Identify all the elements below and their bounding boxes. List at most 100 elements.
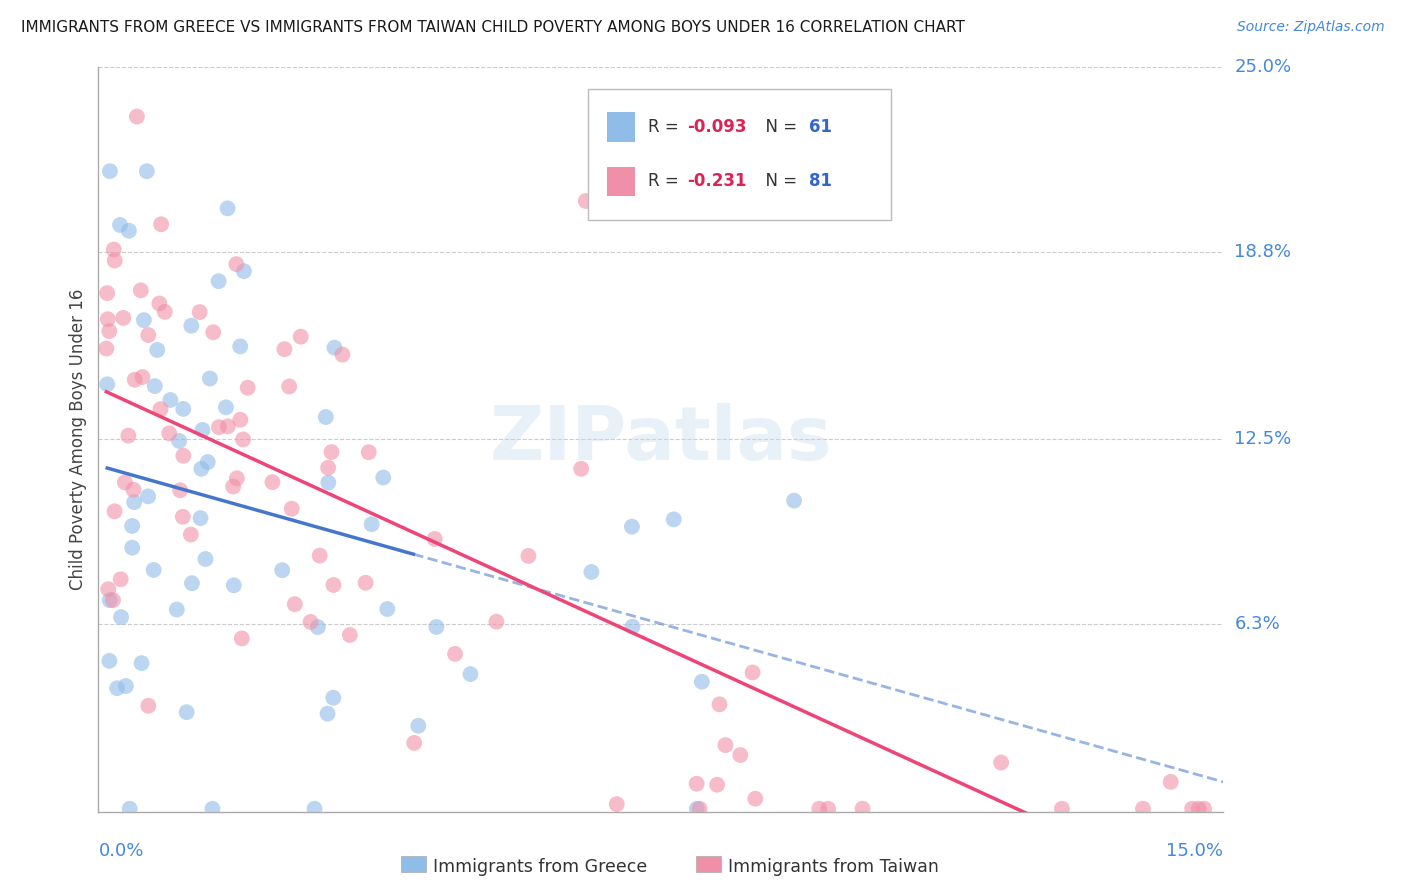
Point: [817, 802, 839, 816]
Point: [188, 305, 211, 319]
Y-axis label: Child Poverty Among Boys Under 16: Child Poverty Among Boys Under 16: [69, 289, 87, 590]
Point: [1181, 802, 1204, 816]
Point: [114, 475, 136, 490]
Point: [96, 342, 118, 356]
Point: [190, 462, 212, 476]
Point: [685, 777, 707, 791]
Point: [169, 483, 191, 498]
Point: [121, 541, 143, 555]
Point: [125, 110, 148, 124]
Point: [132, 313, 155, 327]
Point: [606, 797, 628, 812]
Point: [201, 802, 224, 816]
Point: [339, 628, 361, 642]
Point: [122, 495, 145, 509]
Point: [118, 802, 141, 816]
Point: [115, 679, 138, 693]
Point: [229, 339, 252, 353]
Point: [215, 401, 238, 415]
Point: [485, 615, 508, 629]
Point: [322, 690, 344, 705]
Point: [172, 509, 194, 524]
Point: [851, 802, 873, 816]
Point: [318, 475, 340, 490]
Point: [232, 264, 254, 278]
Text: R =: R =: [648, 172, 685, 191]
Text: Immigrants from Taiwan: Immigrants from Taiwan: [728, 858, 939, 876]
Point: [136, 698, 159, 713]
Point: [307, 620, 329, 634]
Point: [207, 274, 229, 288]
Point: [284, 597, 307, 611]
Text: 6.3%: 6.3%: [1234, 615, 1279, 633]
Point: [148, 296, 170, 310]
Point: [157, 426, 180, 441]
Point: [231, 632, 253, 646]
Point: [167, 434, 190, 448]
Text: -0.093: -0.093: [686, 119, 747, 136]
Point: [1188, 802, 1211, 816]
Text: IMMIGRANTS FROM GREECE VS IMMIGRANTS FROM TAIWAN CHILD POVERTY AMONG BOYS UNDER : IMMIGRANTS FROM GREECE VS IMMIGRANTS FRO…: [21, 20, 965, 35]
Point: [425, 620, 447, 634]
Text: R =: R =: [648, 119, 685, 136]
Text: 25.0%: 25.0%: [1234, 58, 1292, 76]
Point: [194, 552, 217, 566]
Point: [129, 284, 152, 298]
Point: [709, 698, 731, 712]
Point: [290, 329, 312, 343]
Point: [229, 413, 252, 427]
Point: [315, 410, 337, 425]
Point: [706, 778, 728, 792]
FancyBboxPatch shape: [607, 167, 636, 196]
Point: [103, 243, 125, 257]
Point: [98, 164, 121, 178]
FancyBboxPatch shape: [607, 112, 636, 143]
Point: [404, 736, 426, 750]
Point: [131, 370, 153, 384]
Point: [323, 341, 346, 355]
Point: [226, 471, 249, 485]
Point: [689, 802, 711, 816]
Point: [172, 401, 194, 416]
Text: N =: N =: [755, 172, 803, 191]
Point: [1132, 802, 1154, 816]
Point: [172, 449, 194, 463]
Text: 0.0%: 0.0%: [98, 842, 143, 860]
Point: [217, 419, 239, 434]
Point: [122, 483, 145, 497]
Point: [360, 517, 382, 532]
Point: [98, 654, 121, 668]
Point: [373, 470, 395, 484]
Point: [112, 310, 135, 325]
Text: 81: 81: [810, 172, 832, 191]
Text: 15.0%: 15.0%: [1166, 842, 1223, 860]
Point: [714, 738, 737, 752]
Point: [180, 527, 202, 541]
Text: ZIPatlas: ZIPatlas: [489, 403, 832, 475]
Point: [575, 194, 598, 208]
Text: Source: ZipAtlas.com: Source: ZipAtlas.com: [1237, 20, 1385, 34]
Point: [322, 578, 344, 592]
Point: [222, 578, 245, 592]
Point: [135, 164, 157, 178]
Point: [96, 377, 118, 392]
Point: [146, 343, 169, 357]
Point: [271, 563, 294, 577]
Point: [105, 681, 128, 696]
Point: [460, 667, 482, 681]
Point: [191, 423, 214, 437]
Point: [136, 489, 159, 503]
Point: [280, 501, 302, 516]
Point: [1192, 802, 1215, 816]
Point: [124, 373, 146, 387]
Point: [375, 602, 398, 616]
Text: 18.8%: 18.8%: [1234, 243, 1291, 260]
Text: Immigrants from Greece: Immigrants from Greece: [433, 858, 647, 876]
Point: [97, 582, 120, 596]
Point: [232, 433, 254, 447]
Text: -0.231: -0.231: [686, 172, 747, 191]
Point: [180, 576, 202, 591]
Point: [149, 402, 172, 417]
Point: [273, 342, 295, 356]
Point: [308, 549, 330, 563]
